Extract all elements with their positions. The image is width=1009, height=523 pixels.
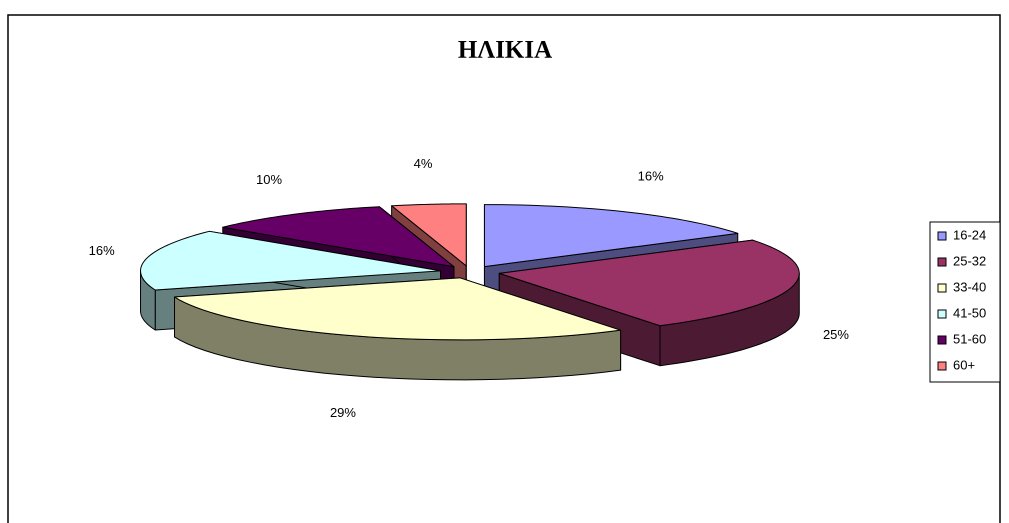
legend-label: 60+ (953, 357, 975, 372)
legend-swatch (937, 257, 947, 267)
data-label: 16% (89, 243, 115, 258)
legend-label: 25-32 (953, 253, 986, 268)
data-label: 16% (638, 169, 664, 184)
legend-swatch (937, 231, 947, 241)
slice-top (140, 230, 442, 291)
slice-top (174, 277, 622, 341)
pie-slice (174, 277, 622, 381)
data-label: 4% (414, 156, 433, 171)
legend-label: 33-40 (953, 279, 986, 294)
legend-label: 16-24 (953, 227, 986, 242)
legend-swatch (937, 283, 947, 293)
slice-top (483, 204, 739, 268)
slice-top (391, 203, 467, 267)
data-label: 29% (330, 405, 356, 420)
legend-label: 51-60 (953, 331, 986, 346)
data-label: 10% (256, 172, 282, 187)
slice-top (222, 206, 455, 268)
legend-swatch (937, 335, 947, 345)
legend-label: 41-50 (953, 305, 986, 320)
legend-swatch (937, 361, 947, 371)
slice-top (498, 239, 800, 327)
data-label: 25% (823, 327, 849, 342)
chart-title: ΗΛΙΚΙΑ (458, 37, 552, 64)
legend-swatch (937, 309, 947, 319)
legend-box (929, 221, 1001, 383)
